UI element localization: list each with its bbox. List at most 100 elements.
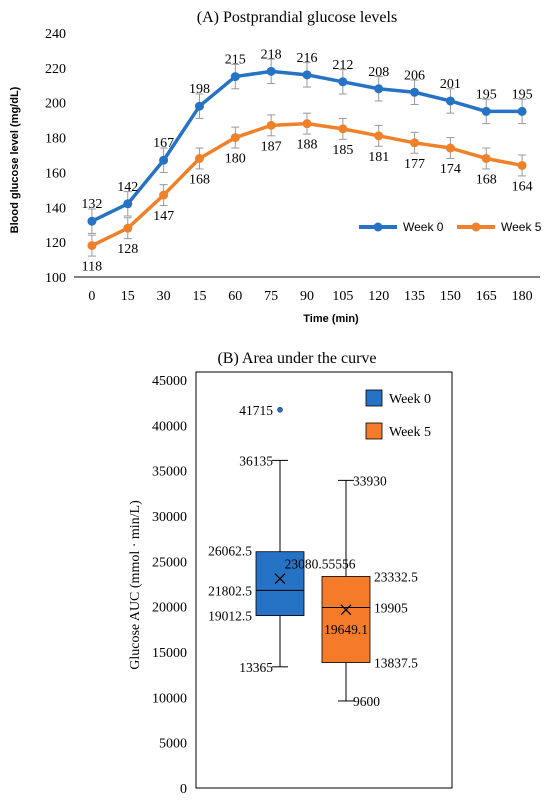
- data-point: [194, 153, 204, 163]
- y-tick-label: 140: [45, 201, 66, 216]
- box-value-label: 41715: [239, 403, 273, 418]
- data-point: [410, 138, 420, 148]
- data-point: [123, 223, 133, 233]
- data-point: [338, 77, 348, 87]
- data-point: [374, 131, 384, 141]
- x-tick-label: 150: [440, 289, 461, 304]
- data-label: 201: [440, 77, 461, 92]
- data-label: 218: [261, 47, 282, 62]
- x-tick-label: 60: [228, 289, 242, 304]
- y-tick-label: 100: [45, 271, 66, 286]
- data-label: 195: [476, 87, 497, 102]
- data-label: 215: [225, 53, 246, 68]
- chart-a-x-axis-label: Time (min): [303, 313, 359, 325]
- y-tick-label: 160: [45, 166, 66, 181]
- legend-week0-label: Week 0: [403, 220, 444, 234]
- outlier-point: [277, 406, 283, 413]
- chart-b-y-axis-label: Glucose AUC (mmol · min/L): [128, 500, 143, 670]
- data-point: [302, 119, 312, 129]
- data-label: 177: [404, 157, 425, 172]
- chart-b-boxes: 41715 36135 26062.5 23080.55556 21802.5 19012…: [208, 403, 418, 709]
- box-value-label: 19905: [374, 601, 408, 616]
- chart-b-y-ticks: 0 5000 10000 15000 20000 25000 30000 35000 40000…: [152, 374, 187, 797]
- data-label: 174: [440, 162, 461, 177]
- data-label: 187: [261, 139, 282, 154]
- data-label: 147: [153, 209, 174, 224]
- data-point: [194, 101, 204, 111]
- data-point: [123, 199, 133, 209]
- data-label: 180: [225, 152, 246, 167]
- chart-b-legend: Week 0 Week 5: [365, 389, 431, 440]
- data-point: [517, 106, 527, 116]
- y-tick-label: 180: [45, 132, 66, 147]
- data-point: [87, 216, 97, 226]
- y-tick-label: 240: [45, 27, 66, 42]
- box-iqr: [255, 551, 305, 617]
- data-label: 188: [297, 138, 318, 153]
- data-label: 181: [368, 150, 389, 165]
- x-tick-label: 120: [368, 289, 389, 304]
- x-tick-label: 90: [300, 289, 314, 304]
- data-point: [481, 153, 491, 163]
- mean-marker: [274, 573, 286, 585]
- box-week5: 33930 23332.5 19905 19649.1 13837.5 9600: [321, 473, 418, 709]
- data-label: 164: [512, 179, 533, 194]
- chart-a-y-axis-label: Blood glucose level (mg/dL): [9, 86, 21, 233]
- y-tick-label: 35000: [152, 465, 187, 480]
- box-value-label: 9600: [353, 694, 380, 709]
- legend-week5-label: Week 5: [389, 425, 431, 440]
- data-point: [230, 133, 240, 143]
- data-point: [445, 96, 455, 106]
- data-label: 208: [368, 65, 389, 80]
- legend-week5-swatch: [365, 422, 383, 440]
- data-point: [481, 106, 491, 116]
- box-value-label: 13837.5: [374, 656, 418, 671]
- data-point: [159, 190, 169, 200]
- box-value-label: 26062.5: [208, 544, 252, 559]
- data-point: [374, 84, 384, 94]
- y-tick-label: 40000: [152, 419, 187, 434]
- data-label: 142: [117, 180, 138, 195]
- x-tick-label: 105: [332, 289, 353, 304]
- data-label: 168: [189, 172, 210, 187]
- data-label: 167: [153, 136, 174, 151]
- line-chart: (A) Postprandial glucose levels Blood gl…: [9, 9, 542, 325]
- x-tick-label: 0: [88, 289, 95, 304]
- data-point: [266, 120, 276, 130]
- chart-a-data-labels: 132 142 167 198 215 218 216 212 208 206 201 195 195 1…: [81, 47, 532, 274]
- data-label: 195: [512, 87, 533, 102]
- data-point: [410, 87, 420, 97]
- data-point: [230, 72, 240, 82]
- chart-a-y-ticks: 100 120 140 160 180 200 220 240: [45, 27, 66, 286]
- legend-week5-marker: [471, 222, 481, 232]
- box-value-label: 36135: [239, 453, 273, 468]
- box-value-label: 23332.5: [374, 569, 418, 584]
- chart-a-title: (A) Postprandial glucose levels: [197, 9, 397, 26]
- data-label: 198: [189, 82, 210, 97]
- y-tick-label: 10000: [152, 691, 187, 706]
- y-tick-label: 30000: [152, 510, 187, 525]
- legend-week5-label: Week 5: [501, 220, 542, 234]
- x-tick-label: 165: [476, 289, 497, 304]
- box-value-label: 13365: [239, 660, 273, 675]
- data-point: [87, 241, 97, 251]
- box-value-label: 23080.55556: [285, 557, 356, 572]
- legend-week0-marker: [373, 222, 383, 232]
- y-tick-label: 220: [45, 62, 66, 77]
- box-value-label: 19012.5: [208, 609, 252, 624]
- data-point: [517, 160, 527, 170]
- chart-b-title: (B) Area under the curve: [217, 350, 376, 367]
- legend-week0-label: Week 0: [389, 392, 431, 407]
- box-value-label: 21802.5: [208, 583, 252, 598]
- data-label: 185: [332, 143, 353, 158]
- x-tick-label: 135: [404, 289, 425, 304]
- x-tick-label: 15: [192, 289, 206, 304]
- box-iqr: [321, 576, 371, 663]
- box-week0: 41715 36135 26062.5 23080.55556 21802.5 19012…: [208, 403, 356, 675]
- y-tick-label: 5000: [159, 737, 187, 752]
- data-label: 132: [81, 197, 102, 212]
- y-tick-label: 0: [180, 782, 187, 795]
- x-tick-label: 180: [512, 289, 533, 304]
